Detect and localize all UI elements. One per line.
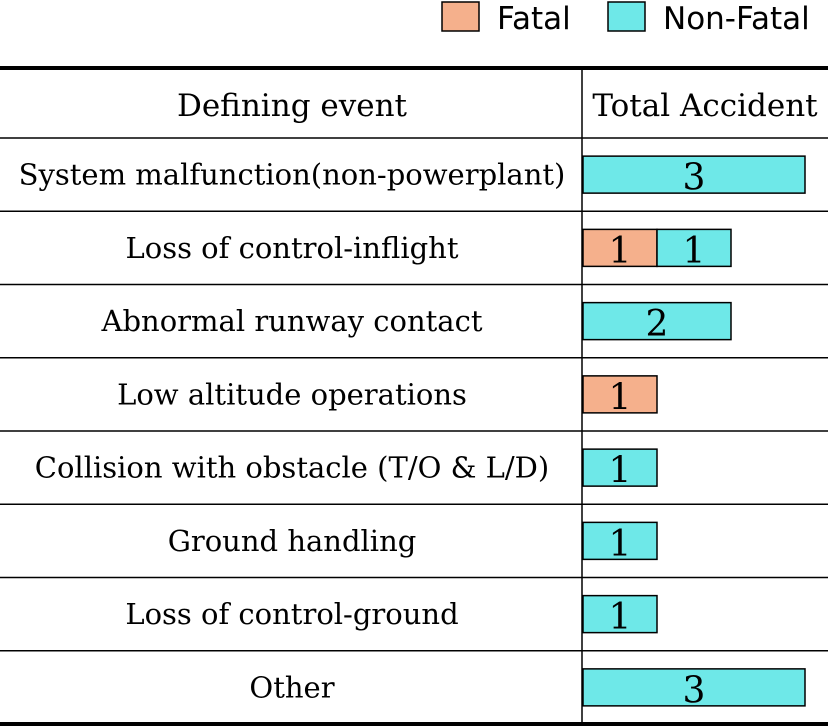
data-label: 2 — [646, 304, 669, 345]
bar-segment-fatal — [582, 375, 658, 414]
legend-label-nonfatal: Non-Fatal — [663, 1, 810, 37]
bar-segment-nonfatal — [582, 448, 658, 487]
legend-swatch-fatal — [441, 1, 480, 32]
legend-label-fatal: Fatal — [497, 1, 571, 37]
bar-segment-nonfatal — [582, 301, 732, 341]
category-label: Loss of control-ground — [125, 597, 458, 631]
data-label: 1 — [609, 597, 632, 638]
category-label: Collision with obstacle (T/O & L/D) — [35, 451, 549, 485]
data-label: 3 — [683, 670, 706, 711]
data-label: 1 — [609, 524, 632, 565]
data-label: 1 — [683, 231, 706, 272]
header-total-accident: Total Accident — [592, 88, 818, 124]
bar-segment-nonfatal — [582, 155, 806, 194]
table-rows: System malfunction(non-powerplant) 3 Loss … — [0, 155, 828, 711]
data-label: 1 — [609, 451, 632, 492]
bar-segment-nonfatal — [582, 594, 658, 634]
category-label: Ground handling — [168, 524, 417, 558]
category-label: Loss of control-inflight — [125, 231, 458, 265]
category-label: Other — [249, 670, 334, 704]
legend-swatch-nonfatal — [607, 1, 646, 32]
data-label: 1 — [609, 377, 632, 418]
bar-segment-nonfatal — [582, 521, 658, 561]
data-label: 1 — [609, 231, 632, 272]
bar-segment-nonfatal — [582, 668, 806, 707]
category-label: System malfunction(non-powerplant) — [19, 158, 566, 192]
legend: Fatal Non-Fatal — [441, 1, 810, 37]
category-label: Low altitude operations — [117, 377, 467, 411]
header-defining-event: Defining event — [177, 88, 408, 124]
data-label: 3 — [683, 158, 706, 199]
bar-segment-nonfatal — [656, 228, 732, 268]
category-label: Abnormal runway contact — [101, 304, 483, 338]
